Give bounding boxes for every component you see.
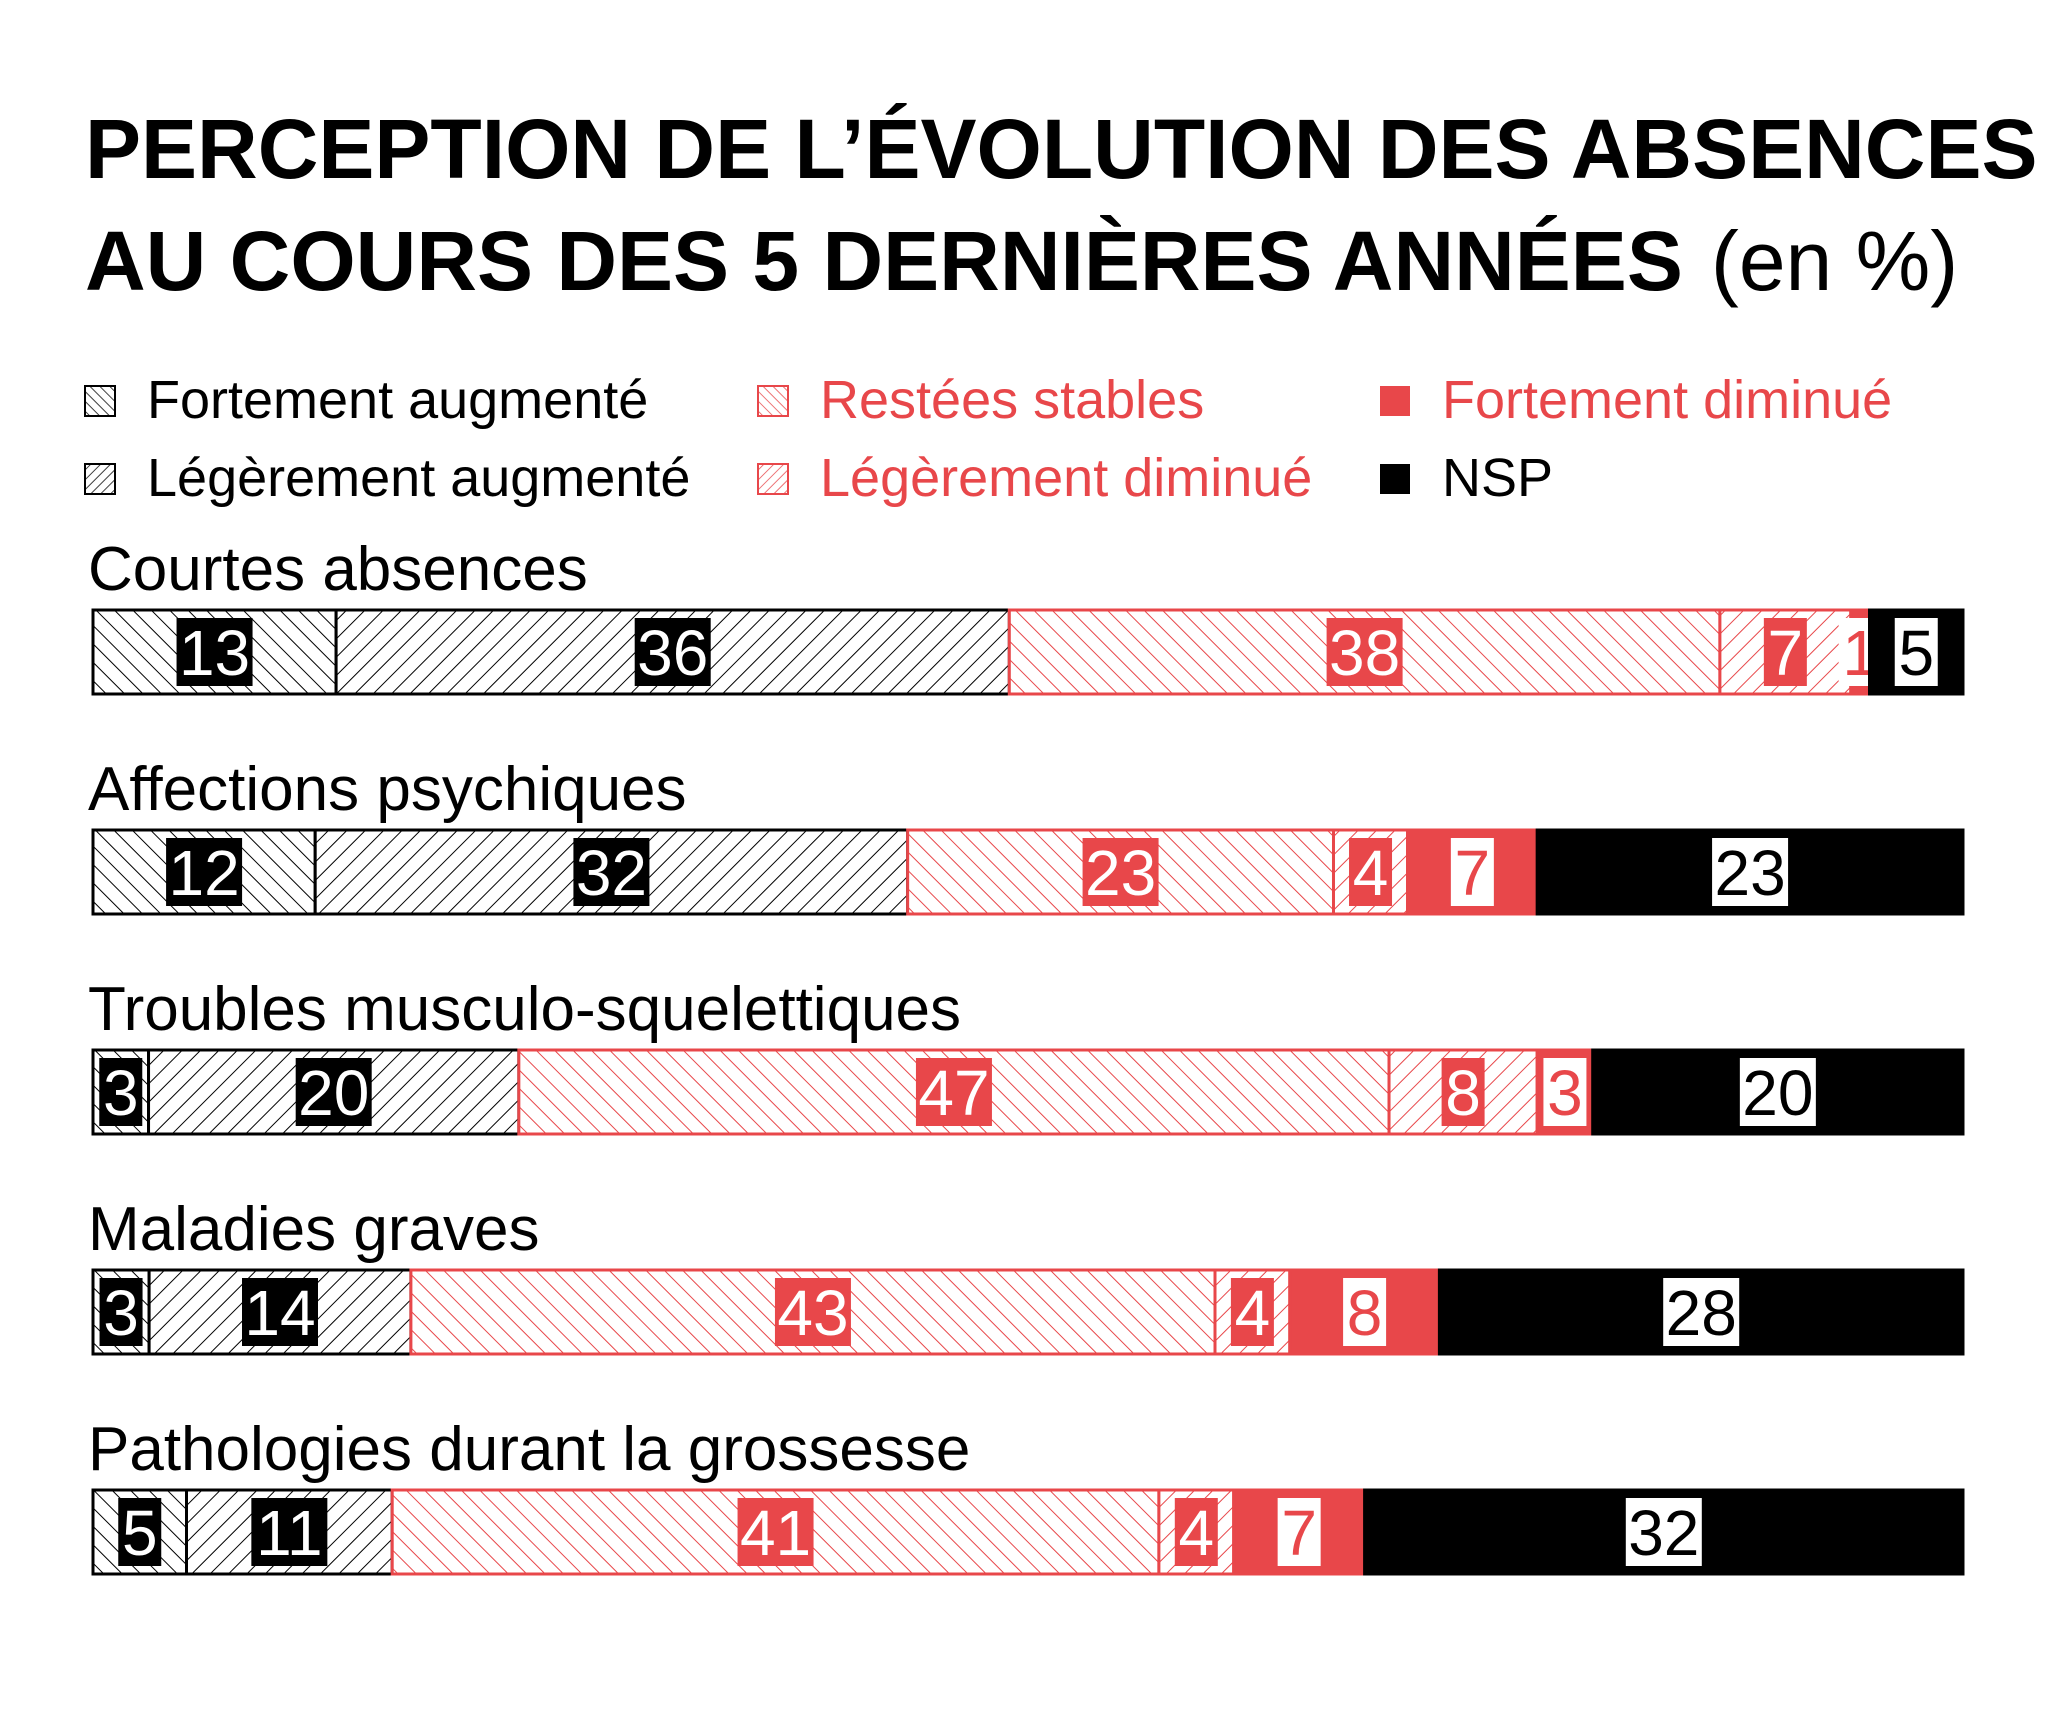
bar-pathologies-durant-la-grossesse-legerement-diminue-label-box [1174,1498,1218,1566]
legend-item-fortement-augmente: Fortement augmenté [84,370,648,430]
bar-row-pathologies-durant-la-grossesse: Pathologies durant la grossesse 5 11 41 4 7 32 [88,1415,1965,1576]
legend-item-restees-stables: Restées stables [757,370,1204,430]
bar-pathologies-durant-la-grossesse-fortement-augmente-label-box [118,1498,162,1566]
bar-affections-psychiques-nsp-label-box [1712,838,1789,906]
bar-maladies-graves-legerement-augmente-label-box [242,1278,318,1346]
legend-label-legerement-diminue: Légèrement diminué [820,448,1312,508]
bar-courtes-absences-nsp-value: 5 [1898,617,1934,689]
legend-swatch-fortement-diminue [1380,386,1410,416]
legend-item-fortement-diminue: Fortement diminué [1380,370,1892,430]
legend-label-fortement-diminue: Fortement diminué [1442,370,1892,430]
legend-label-legerement-augmente: Légèrement augmenté [147,448,690,508]
bar-row-affections-psychiques: Affections psychiques 12 32 23 4 7 23 [88,755,1965,916]
bar-troubles-musculo-squelettiques-fortement-augmente-label-box [99,1058,143,1126]
bar-affections-psychiques-legerement-diminue-value: 4 [1353,837,1389,909]
bar-courtes-absences-restees-stables-label-box [1326,618,1403,686]
bar-courtes-absences-legerement-augmente-value: 36 [637,617,708,689]
bar-affections-psychiques-fortement-augmente-value: 12 [168,837,239,909]
bar-affections-psychiques-fortement-augmente-label-box [166,838,243,906]
bar-affections-psychiques-fortement-diminue-label-box [1450,838,1494,906]
bar-pathologies-durant-la-grossesse-legerement-augmente-value: 11 [256,1497,322,1569]
bar-maladies-graves-restees-stables-value: 43 [777,1277,848,1349]
bar-pathologies-durant-la-grossesse-fortement-diminue-label-box [1277,1498,1321,1566]
bar-maladies-graves-nsp-value: 28 [1666,1277,1737,1349]
category-label-courtes-absences: Courtes absences [88,535,588,604]
legend-swatch-nsp [1380,464,1410,494]
chart-title-line2-text: AU COURS DES 5 DERNIÈRES ANNÉES [85,214,1683,308]
bar-maladies-graves-fortement-diminue-label-box [1343,1278,1387,1346]
bar-troubles-musculo-squelettiques-fortement-diminue-value: 3 [1547,1057,1583,1129]
bar-courtes-absences-nsp-label-box [1894,618,1938,686]
bar-troubles-musculo-squelettiques-legerement-augmente-label-box [295,1058,372,1126]
bar-troubles-musculo-squelettiques-fortement-augmente-value: 3 [103,1057,139,1129]
bar-courtes-absences-legerement-augmente-label-box [634,618,711,686]
bar-maladies-graves-fortement-augmente-value: 3 [103,1277,139,1349]
bar-pathologies-durant-la-grossesse-restees-stables-value: 41 [740,1497,811,1569]
bar-affections-psychiques-legerement-augmente-label-box [573,838,650,906]
chart-title-unit: (en %) [1711,214,1958,308]
bar-pathologies-durant-la-grossesse-legerement-diminue-value: 4 [1179,1497,1215,1569]
legend-label-fortement-augmente: Fortement augmenté [147,370,648,430]
bar-maladies-graves-legerement-augmente-value: 14 [244,1277,315,1349]
bar-maladies-graves-restees-stables-label-box [774,1278,851,1346]
bar-pathologies-durant-la-grossesse-restees-stables-label-box [737,1498,814,1566]
bar-pathologies-durant-la-grossesse-fortement-diminue-value: 7 [1281,1497,1317,1569]
legend-label-restees-stables: Restées stables [820,370,1204,430]
bar-maladies-graves-legerement-diminue-value: 4 [1235,1277,1271,1349]
bar-troubles-musculo-squelettiques-restees-stables-label-box [915,1058,992,1126]
legend-item-nsp: NSP [1380,448,1553,508]
bar-maladies-graves-nsp-label-box [1663,1278,1740,1346]
bar-courtes-absences-restees-stables-value: 38 [1329,617,1400,689]
legend-swatch-legerement-diminue [757,463,789,495]
bar-affections-psychiques-nsp-value: 23 [1714,837,1785,909]
legend-swatch-legerement-augmente [84,463,116,495]
category-label-pathologies-durant-la-grossesse: Pathologies durant la grossesse [88,1415,970,1484]
bar-troubles-musculo-squelettiques-restees-stables-value: 47 [918,1057,989,1129]
bar-affections-psychiques-fortement-diminue-value: 7 [1455,837,1491,909]
legend-swatch-restees-stables [757,385,789,417]
category-label-maladies-graves: Maladies graves [88,1195,539,1264]
bar-affections-psychiques-legerement-diminue-label-box [1349,838,1393,906]
bar-maladies-graves-legerement-diminue-label-box [1230,1278,1274,1346]
chart-title: PERCEPTION DE L’ÉVOLUTION DES ABSENCES [85,102,2038,196]
bar-troubles-musculo-squelettiques-fortement-diminue-label-box [1543,1058,1587,1126]
bar-courtes-absences-legerement-diminue-label-box [1763,618,1807,686]
bar-pathologies-durant-la-grossesse-nsp-value: 32 [1628,1497,1699,1569]
legend-item-legerement-diminue: Légèrement diminué [757,448,1312,508]
bar-pathologies-durant-la-grossesse-fortement-augmente-value: 5 [122,1497,158,1569]
legend-label-nsp: NSP [1442,448,1553,508]
bar-affections-psychiques-restees-stables-label-box [1082,838,1159,906]
bar-courtes-absences-fortement-augmente-label-box [176,618,253,686]
bar-pathologies-durant-la-grossesse-nsp-label-box [1625,1498,1702,1566]
legend: Fortement augmenté Légèrement augmenté Res… [84,370,1892,508]
bar-courtes-absences-legerement-diminue-value: 7 [1768,617,1804,689]
bar-maladies-graves-fortement-diminue-value: 8 [1347,1277,1383,1349]
legend-item-legerement-augmente: Légèrement augmenté [84,448,690,508]
bar-maladies-graves-fortement-augmente-label-box [99,1278,143,1346]
bar-troubles-musculo-squelettiques-legerement-augmente-value: 20 [298,1057,369,1129]
bar-troubles-musculo-squelettiques-nsp-label-box [1739,1058,1816,1126]
chart-title-line2: AU COURS DES 5 DERNIÈRES ANNÉES (en %) [85,214,1958,308]
legend-swatch-fortement-augmente [84,385,116,417]
bar-courtes-absences-fortement-augmente-value: 13 [179,617,250,689]
category-label-affections-psychiques: Affections psychiques [88,755,687,824]
bar-affections-psychiques-restees-stables-value: 23 [1085,837,1156,909]
bar-affections-psychiques-legerement-augmente-value: 32 [576,837,647,909]
bar-row-maladies-graves: Maladies graves 3 14 43 4 8 28 [88,1195,1965,1356]
category-label-troubles-musculo-squelettiques: Troubles musculo-squelettiques [88,975,961,1044]
bar-troubles-musculo-squelettiques-nsp-value: 20 [1742,1057,1813,1129]
bar-troubles-musculo-squelettiques-legerement-diminue-value: 8 [1445,1057,1481,1129]
bar-pathologies-durant-la-grossesse-legerement-augmente-label-box [251,1498,328,1566]
bar-troubles-musculo-squelettiques-legerement-diminue-label-box [1441,1058,1485,1126]
